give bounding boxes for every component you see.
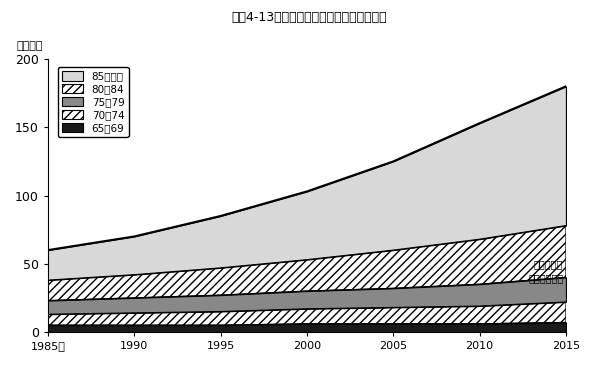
Text: （围4-13）　在宅痴呆性老人推計数の推移: （围4-13） 在宅痴呆性老人推計数の推移	[231, 11, 387, 24]
Text: 資料出所：
日本経済新聆: 資料出所： 日本経済新聆	[528, 259, 563, 283]
Text: （万人）: （万人）	[17, 41, 43, 51]
Legend: 85歳以上, 80～84, 75～79, 70～74, 65～69: 85歳以上, 80～84, 75～79, 70～74, 65～69	[58, 67, 129, 137]
